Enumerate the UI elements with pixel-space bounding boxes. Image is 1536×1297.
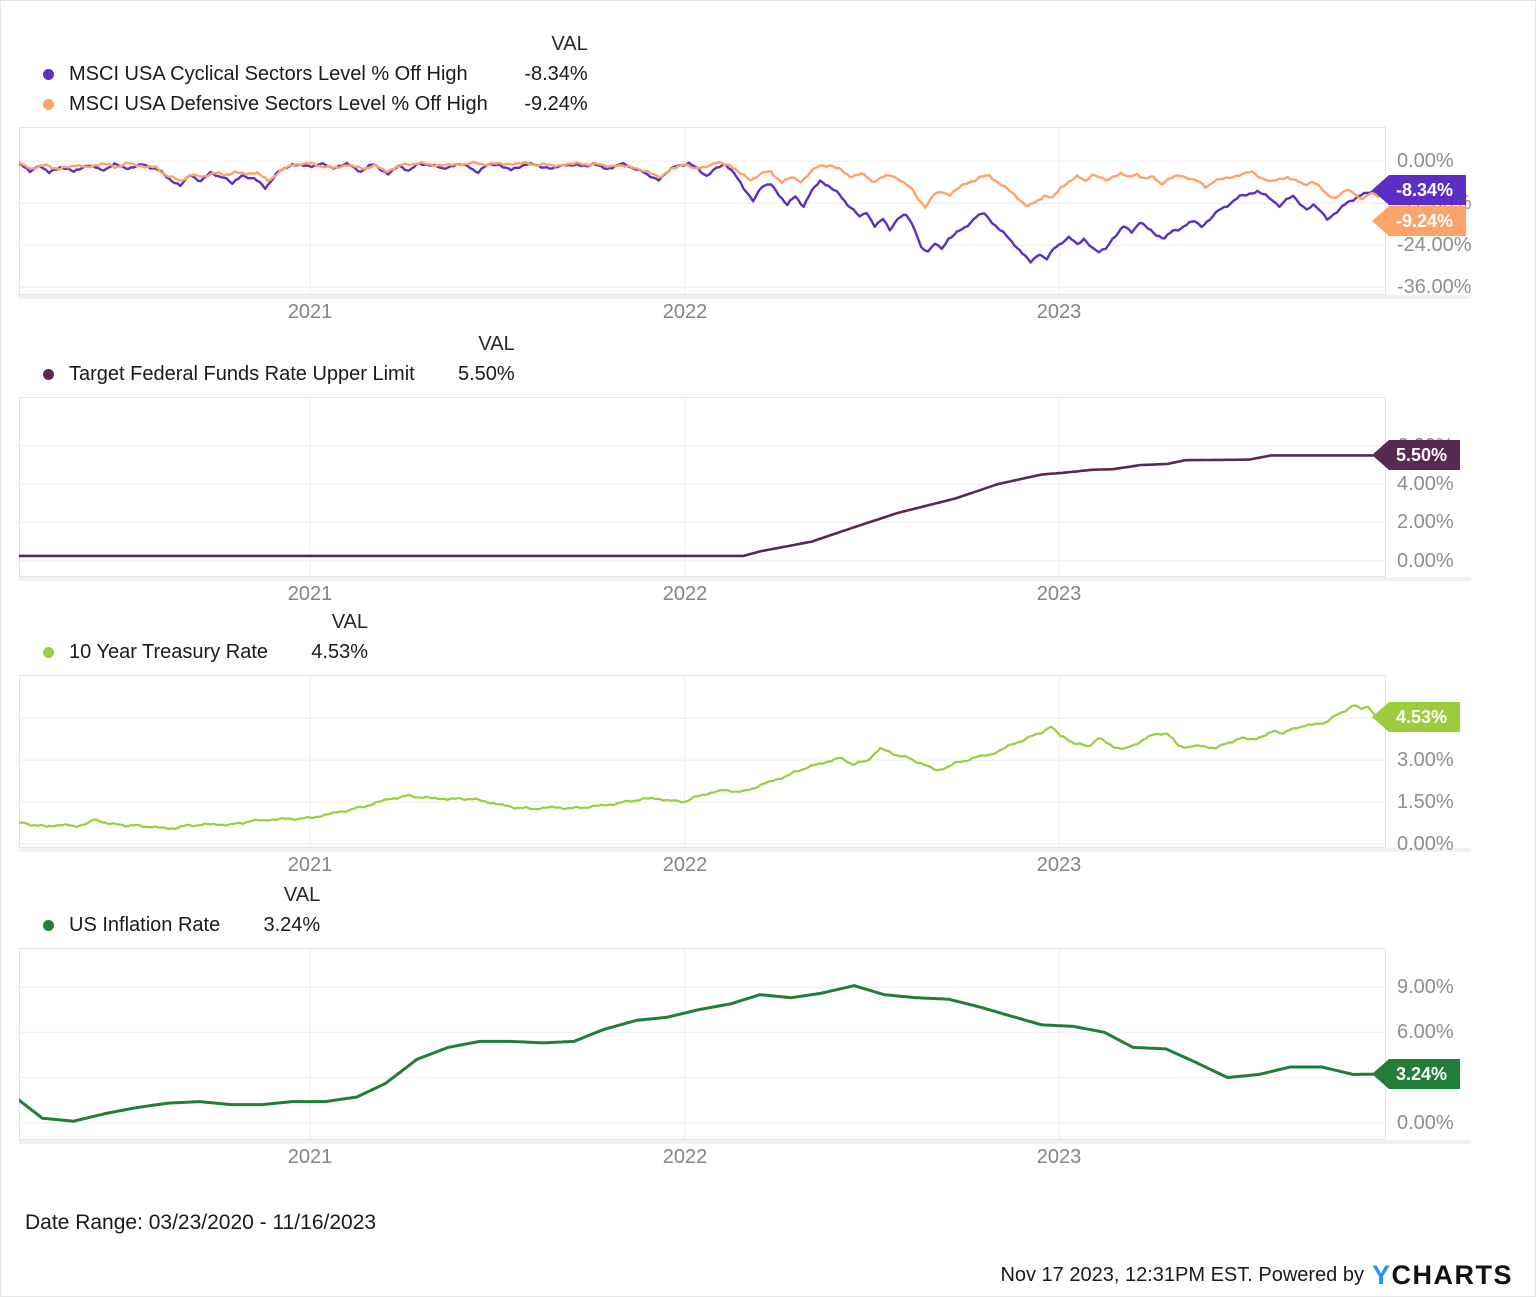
y-axis-label: 2.00% bbox=[1397, 511, 1454, 533]
legend-val-header: VAL bbox=[478, 333, 515, 355]
chart-section-msci-drawdown: VAL MSCI USA Cyclical Sectors Level % Of… bbox=[1, 29, 1535, 325]
series-label: MSCI USA Cyclical Sectors Level % Off Hi… bbox=[69, 63, 468, 85]
series-value: 5.50% bbox=[458, 363, 515, 385]
series-value: -9.24% bbox=[524, 93, 588, 115]
y-axis-label: 0.00% bbox=[1397, 150, 1454, 172]
plot-bottom-band bbox=[19, 295, 1471, 299]
series-dot bbox=[42, 919, 54, 931]
y-axis-label: 3.00% bbox=[1397, 749, 1454, 771]
legend: VAL 10 Year Treasury Rate 4.53% bbox=[1, 607, 1535, 667]
ycharts-logo: YCHARTS bbox=[1372, 1260, 1513, 1290]
legend: VAL Target Federal Funds Rate Upper Limi… bbox=[1, 329, 1535, 389]
y-axis-label: -36.00% bbox=[1397, 276, 1472, 298]
plot-svg bbox=[19, 397, 1386, 577]
series-dot bbox=[42, 68, 54, 80]
plot-area-msci: 0.00%-12.00%-24.00%-36.00%202120222023-8… bbox=[1, 127, 1535, 325]
y-axis-label: 9.00% bbox=[1397, 976, 1454, 998]
legend: VAL MSCI USA Cyclical Sectors Level % Of… bbox=[1, 29, 1535, 119]
series-value: 4.53% bbox=[311, 641, 369, 663]
series-label: 10 Year Treasury Rate bbox=[69, 641, 269, 663]
y-axis-label: -24.00% bbox=[1397, 234, 1472, 256]
plot-svg bbox=[19, 675, 1386, 848]
chart-section-fed-funds: VAL Target Federal Funds Rate Upper Limi… bbox=[1, 329, 1535, 607]
x-axis-label: 2023 bbox=[1036, 854, 1082, 876]
series-line bbox=[19, 160, 1386, 209]
y-axis-label: 4.00% bbox=[1397, 473, 1454, 495]
series-value-tag: 5.50% bbox=[1372, 440, 1461, 470]
series-dot bbox=[42, 368, 54, 380]
y-axis-label: 0.00% bbox=[1397, 550, 1454, 572]
series-value: 3.24% bbox=[263, 914, 321, 936]
y-axis-label: 6.00% bbox=[1397, 1021, 1454, 1043]
series-value-tag: -8.34% bbox=[1372, 175, 1467, 205]
legend: VAL US Inflation Rate 3.24% bbox=[1, 880, 1535, 940]
y-axis-label: 0.00% bbox=[1397, 833, 1454, 855]
logo-y: Y bbox=[1371, 1260, 1392, 1290]
x-axis-label: 2021 bbox=[287, 854, 333, 876]
series-label: MSCI USA Defensive Sectors Level % Off H… bbox=[69, 93, 488, 115]
series-line bbox=[19, 454, 1386, 558]
series-value: -8.34% bbox=[524, 63, 588, 85]
series-line bbox=[19, 704, 1386, 831]
series-label: US Inflation Rate bbox=[69, 914, 221, 936]
x-axis-label: 2022 bbox=[662, 1146, 708, 1168]
footer: Nov 17 2023, 12:31PM EST. Powered by YCH… bbox=[1, 1260, 1535, 1290]
logo-charts: CHARTS bbox=[1391, 1260, 1513, 1290]
y-axis-label: 1.50% bbox=[1397, 791, 1454, 813]
chart-section-treasury: VAL 10 Year Treasury Rate 4.53% 4.50%3.0… bbox=[1, 607, 1535, 878]
series-value-tag: -9.24% bbox=[1372, 206, 1467, 236]
x-axis-label: 2023 bbox=[1036, 583, 1082, 605]
plot-svg bbox=[19, 948, 1386, 1140]
x-axis-label: 2021 bbox=[287, 583, 333, 605]
legend-val-header: VAL bbox=[551, 33, 588, 55]
legend-val-header: VAL bbox=[283, 884, 321, 906]
y-axis-label: 0.00% bbox=[1397, 1112, 1454, 1134]
series-line bbox=[19, 984, 1386, 1123]
x-axis-label: 2023 bbox=[1036, 1146, 1082, 1168]
chart-section-inflation: VAL US Inflation Rate 3.24% 9.00% 6.00% 3.… bbox=[1, 880, 1535, 1170]
footer-date-range: Date Range: 03/23/2020 - 11/16/2023 bbox=[25, 1211, 377, 1234]
x-axis-label: 2022 bbox=[662, 583, 708, 605]
series-value-tag: 4.53% bbox=[1372, 702, 1461, 732]
series-value-tag: 3.24% bbox=[1372, 1059, 1461, 1089]
plot-bottom-band bbox=[19, 577, 1471, 581]
x-axis-label: 2021 bbox=[287, 1146, 333, 1168]
footer-timestamp: Nov 17 2023, 12:31PM EST. Powered by bbox=[1000, 1263, 1364, 1286]
plot-bottom-band bbox=[19, 848, 1471, 852]
plot-bottom-band bbox=[19, 1140, 1471, 1144]
plot-svg bbox=[19, 127, 1386, 295]
series-dot bbox=[42, 98, 54, 110]
series-label: Target Federal Funds Rate Upper Limit bbox=[69, 363, 415, 385]
x-axis-label: 2021 bbox=[287, 301, 333, 323]
series-dot bbox=[42, 646, 54, 658]
x-axis-label: 2022 bbox=[662, 301, 708, 323]
x-axis-label: 2022 bbox=[662, 854, 708, 876]
legend-val-header: VAL bbox=[331, 611, 369, 633]
x-axis-label: 2023 bbox=[1036, 301, 1082, 323]
